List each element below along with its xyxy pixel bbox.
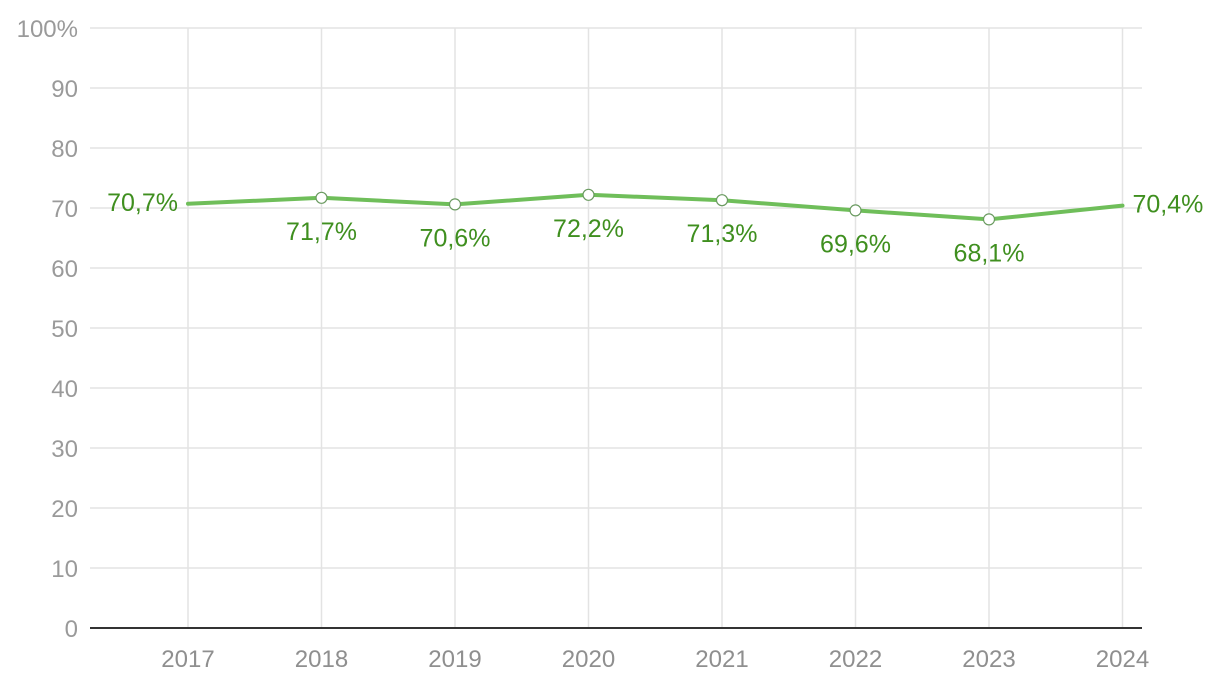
data-point	[982, 213, 996, 226]
y-tick-label: 50	[51, 316, 78, 343]
x-tick-label: 2020	[562, 646, 615, 673]
y-tick-label: 0	[65, 616, 78, 643]
y-tick-label: 10	[51, 556, 78, 583]
x-tick-label: 2018	[295, 646, 348, 673]
data-label: 71,7%	[286, 218, 357, 246]
data-point	[315, 191, 328, 204]
axis-layer: 0 10 20 30 40 50 60 70 80 90 100% 2017 2018 2019 2020 2…	[17, 16, 1150, 673]
y-tick-label: 100%	[17, 16, 78, 43]
data-label: 70,6%	[420, 224, 491, 252]
x-tick-label: 2017	[161, 646, 214, 673]
data-label: 70,7%	[107, 189, 178, 217]
data-point	[715, 194, 729, 207]
data-label: 69,6%	[820, 230, 891, 258]
grid-layer	[90, 27, 1142, 628]
y-tick-label: 60	[51, 256, 78, 283]
data-label: 71,3%	[687, 220, 758, 248]
x-tick-label: 2022	[829, 646, 882, 673]
x-tick-label: 2023	[962, 646, 1015, 673]
data-label-layer: 70,7% 71,7% 70,6% 72,2% 71,3% 69,6% 68,1% 70,4%	[107, 189, 1203, 268]
data-point	[582, 188, 595, 201]
x-tick-label: 2021	[695, 646, 748, 673]
data-label: 72,2%	[553, 215, 624, 243]
y-tick-label: 20	[51, 496, 78, 523]
x-tick-label: 2024	[1096, 646, 1149, 673]
y-tick-label: 70	[51, 196, 78, 223]
data-label: 68,1%	[954, 239, 1025, 267]
series-layer	[186, 188, 1125, 226]
y-tick-label: 30	[51, 436, 78, 463]
series-line	[186, 192, 1125, 222]
y-tick-label: 80	[51, 136, 78, 163]
data-point	[849, 204, 862, 217]
y-tick-label: 40	[51, 376, 78, 403]
x-tick-label: 2019	[428, 646, 481, 673]
y-tick-label: 90	[51, 76, 78, 103]
data-label: 70,4%	[1133, 191, 1204, 219]
data-point	[448, 198, 462, 211]
